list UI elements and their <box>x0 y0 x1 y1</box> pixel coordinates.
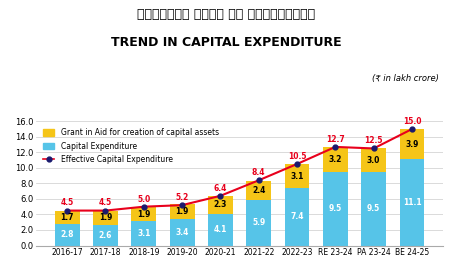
Text: 1.9: 1.9 <box>137 210 150 218</box>
Bar <box>55 211 79 224</box>
Text: 4.5: 4.5 <box>99 198 112 208</box>
Bar <box>207 196 232 214</box>
Text: 4.5: 4.5 <box>60 198 74 208</box>
Text: 9.5: 9.5 <box>328 204 341 213</box>
Text: 3.1: 3.1 <box>137 229 150 238</box>
Text: 1.7: 1.7 <box>60 213 74 222</box>
Text: 7.4: 7.4 <box>290 212 303 221</box>
Bar <box>360 148 385 172</box>
Text: 1.9: 1.9 <box>98 213 112 222</box>
Bar <box>169 204 194 219</box>
Text: 12.5: 12.5 <box>364 136 382 145</box>
Text: 6.4: 6.4 <box>213 184 226 193</box>
Text: 2.4: 2.4 <box>252 186 265 195</box>
Text: 5.0: 5.0 <box>137 194 150 204</box>
Text: 2.6: 2.6 <box>98 231 112 240</box>
Bar <box>399 159 423 246</box>
Text: 3.2: 3.2 <box>328 155 341 164</box>
Legend: Grant in Aid for creation of capital assets, Capital Expenditure, Effective Capi: Grant in Aid for creation of capital ass… <box>40 125 221 167</box>
Bar <box>284 164 309 188</box>
Text: 3.9: 3.9 <box>405 140 418 149</box>
Text: 3.4: 3.4 <box>175 228 189 237</box>
Text: TREND IN CAPITAL EXPENDITURE: TREND IN CAPITAL EXPENDITURE <box>110 36 341 49</box>
Text: 2.3: 2.3 <box>213 200 226 209</box>
Bar <box>246 181 271 200</box>
Text: 2.8: 2.8 <box>60 230 74 239</box>
Text: 11.1: 11.1 <box>402 198 420 207</box>
Bar <box>246 200 271 246</box>
Bar <box>284 188 309 246</box>
Text: 12.7: 12.7 <box>325 135 344 144</box>
Bar <box>322 172 347 246</box>
Text: 8.4: 8.4 <box>251 168 265 177</box>
Text: 3.0: 3.0 <box>366 156 380 165</box>
Bar <box>93 225 118 246</box>
Text: 3.1: 3.1 <box>290 172 303 181</box>
Text: 15.0: 15.0 <box>402 117 420 126</box>
Text: 1.9: 1.9 <box>175 207 189 216</box>
Bar <box>207 214 232 246</box>
Bar <box>169 219 194 246</box>
Text: (₹ in lakh crore): (₹ in lakh crore) <box>371 74 437 83</box>
Text: पूंजीगत व्यय की प्रवृत्ति: पूंजीगत व्यय की प्रवृत्ति <box>137 8 314 21</box>
Text: 10.5: 10.5 <box>287 152 306 161</box>
Text: 9.5: 9.5 <box>366 204 379 213</box>
Bar <box>131 222 156 246</box>
Text: 5.2: 5.2 <box>175 193 188 202</box>
Bar <box>360 172 385 246</box>
Text: 5.9: 5.9 <box>252 218 265 227</box>
Bar <box>322 147 347 172</box>
Bar <box>399 129 423 159</box>
Bar <box>55 224 79 246</box>
Text: 4.1: 4.1 <box>213 225 226 234</box>
Bar <box>93 211 118 225</box>
Bar <box>131 207 156 222</box>
